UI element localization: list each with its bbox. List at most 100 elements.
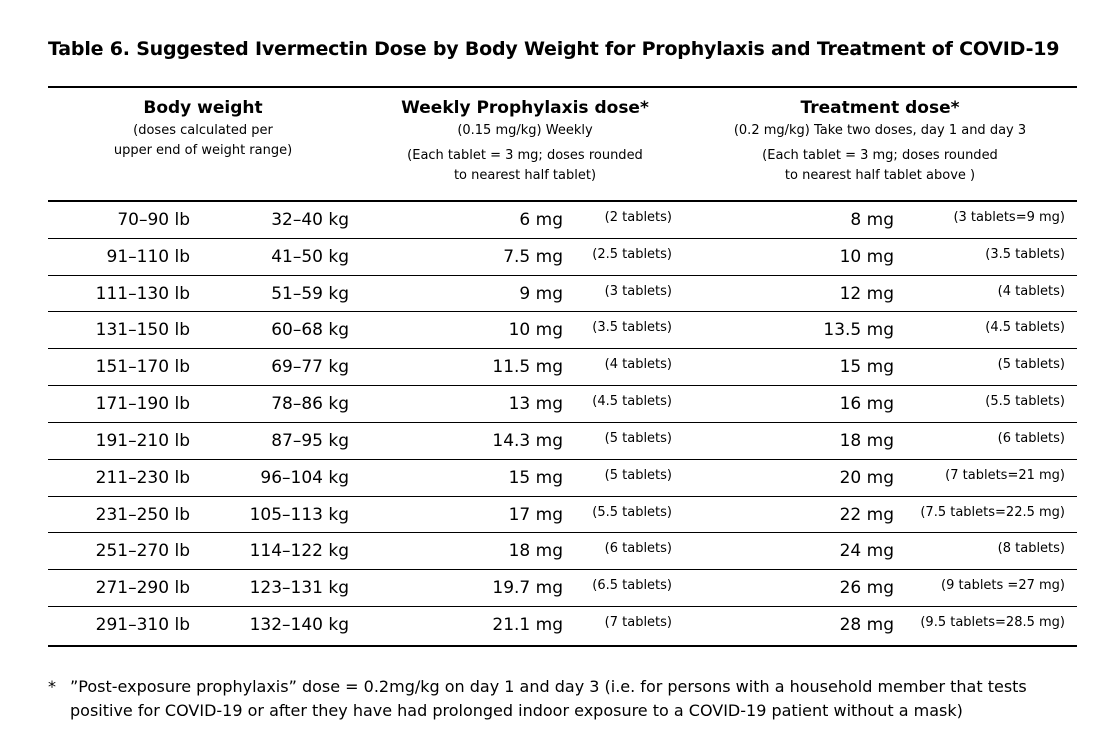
treatment-tablets-cell: (7.5 tablets=22.5 mg): [920, 504, 1065, 520]
weight-lb-cell: 271–290 lb: [95, 578, 190, 599]
table-row: 111–130 lb 51–59 kg 9 mg (3 tablets) 12 …: [48, 276, 1077, 313]
treatment-dose-cell: 20 mg: [839, 467, 894, 488]
table-row: 131–150 lb 60–68 kg 10 mg (3.5 tablets) …: [48, 312, 1077, 350]
prophylaxis-tablets-cell: (5 tablets): [604, 430, 672, 446]
footnote-marker: *: [48, 677, 56, 696]
table-top-rule: [48, 86, 1077, 88]
prophylaxis-dose-cell: 9 mg: [519, 283, 563, 304]
prophylaxis-dose-cell: 14.3 mg: [492, 430, 563, 451]
weight-kg-cell: 51–59 kg: [271, 283, 349, 304]
table-bottom-rule: [48, 645, 1077, 647]
treatment-dose-cell: 12 mg: [839, 283, 894, 304]
treatment-tablets-cell: (6 tablets): [997, 430, 1065, 446]
table-row: 231–250 lb 105–113 kg 17 mg (5.5 tablets…: [48, 497, 1077, 534]
treatment-tablets-cell: (7 tablets=21 mg): [945, 467, 1065, 483]
treatment-tablets-cell: (4.5 tablets): [985, 320, 1065, 336]
treatment-tablets-cell: (4 tablets): [997, 283, 1065, 299]
weight-kg-cell: 114–122 kg: [249, 541, 349, 562]
table-row: 211–230 lb 96–104 kg 15 mg (5 tablets) 2…: [48, 460, 1077, 497]
treatment-dose-cell: 26 mg: [839, 578, 894, 599]
header-treatment-note-2: (Each tablet = 3 mg; doses rounded: [762, 148, 998, 163]
header-prophylaxis-note-1: (0.15 mg/kg) Weekly: [457, 123, 593, 138]
prophylaxis-dose-cell: 7.5 mg: [503, 246, 563, 267]
header-treatment-note-3: to nearest half tablet above ): [784, 168, 976, 183]
treatment-tablets-cell: (3 tablets=9 mg): [953, 210, 1065, 225]
prophylaxis-tablets-cell: (7 tablets): [604, 615, 672, 631]
dose-table-body: 70–90 lb 32–40 kg 6 mg (2 tablets) 8 mg …: [48, 202, 1077, 644]
treatment-dose-cell: 10 mg: [839, 246, 894, 267]
weight-lb-cell: 111–130 lb: [95, 283, 190, 304]
table-row: 291–310 lb 132–140 kg 21.1 mg (7 tablets…: [48, 607, 1077, 644]
weight-kg-cell: 87–95 kg: [271, 430, 349, 451]
header-treatment-note-1: (0.2 mg/kg) Take two doses, day 1 and da…: [733, 123, 1027, 138]
weight-lb-cell: 70–90 lb: [117, 210, 190, 230]
prophylaxis-tablets-cell: (5 tablets): [604, 467, 672, 483]
header-prophylaxis-title: Weekly Prophylaxis dose*: [401, 98, 649, 118]
treatment-dose-cell: 28 mg: [839, 615, 894, 636]
table-row: 171–190 lb 78–86 kg 13 mg (4.5 tablets) …: [48, 386, 1077, 423]
table-row: 70–90 lb 32–40 kg 6 mg (2 tablets) 8 mg …: [48, 202, 1077, 239]
header-body-weight-title: Body weight: [143, 98, 263, 118]
weight-kg-cell: 105–113 kg: [249, 504, 349, 525]
table-row: 251–270 lb 114–122 kg 18 mg (6 tablets) …: [48, 533, 1077, 571]
table-title: Table 6. Suggested Ivermectin Dose by Bo…: [48, 38, 1060, 60]
treatment-tablets-cell: (3.5 tablets): [985, 246, 1065, 262]
header-prophylaxis-note-2: (Each tablet = 3 mg; doses rounded: [407, 148, 643, 163]
prophylaxis-tablets-cell: (4.5 tablets): [592, 394, 672, 410]
weight-kg-cell: 132–140 kg: [249, 615, 349, 636]
weight-lb-cell: 191–210 lb: [95, 430, 190, 451]
treatment-tablets-cell: (5 tablets): [997, 357, 1065, 373]
header-body-weight: Body weight (doses calculated per upper …: [78, 95, 328, 161]
prophylaxis-tablets-cell: (3 tablets): [604, 283, 672, 299]
treatment-dose-cell: 8 mg: [850, 210, 894, 230]
table-row: 151–170 lb 69–77 kg 11.5 mg (4 tablets) …: [48, 349, 1077, 387]
prophylaxis-tablets-cell: (3.5 tablets): [592, 320, 672, 336]
prophylaxis-dose-cell: 6 mg: [519, 210, 563, 230]
prophylaxis-tablets-cell: (6.5 tablets): [592, 578, 672, 594]
treatment-dose-cell: 16 mg: [839, 394, 894, 415]
prophylaxis-dose-cell: 15 mg: [508, 467, 563, 488]
weight-lb-cell: 151–170 lb: [95, 357, 190, 378]
header-bottom-rule: [48, 200, 1077, 202]
treatment-dose-cell: 24 mg: [839, 541, 894, 562]
treatment-tablets-cell: (9 tablets =27 mg): [941, 578, 1065, 594]
prophylaxis-dose-cell: 18 mg: [508, 541, 563, 562]
footnote-text: ”Post-exposure prophylaxis” dose = 0.2mg…: [70, 677, 1027, 720]
treatment-tablets-cell: (5.5 tablets): [985, 394, 1065, 410]
header-body-weight-note-1: (doses calculated per: [133, 123, 273, 138]
weight-kg-cell: 69–77 kg: [271, 357, 349, 378]
weight-lb-cell: 171–190 lb: [95, 394, 190, 415]
weight-kg-cell: 78–86 kg: [271, 394, 349, 415]
weight-lb-cell: 231–250 lb: [95, 504, 190, 525]
prophylaxis-dose-cell: 19.7 mg: [492, 578, 563, 599]
treatment-tablets-cell: (8 tablets): [997, 541, 1065, 557]
table-row: 271–290 lb 123–131 kg 19.7 mg (6.5 table…: [48, 570, 1077, 608]
weight-kg-cell: 96–104 kg: [260, 467, 349, 488]
prophylaxis-dose-cell: 13 mg: [508, 394, 563, 415]
treatment-dose-cell: 15 mg: [839, 357, 894, 378]
prophylaxis-dose-cell: 10 mg: [508, 320, 563, 341]
prophylaxis-tablets-cell: (4 tablets): [604, 357, 672, 373]
header-treatment-title: Treatment dose*: [800, 98, 960, 118]
prophylaxis-dose-cell: 11.5 mg: [492, 357, 563, 378]
prophylaxis-dose-cell: 21.1 mg: [492, 615, 563, 636]
header-prophylaxis-dose: Weekly Prophylaxis dose* (0.15 mg/kg) We…: [380, 95, 670, 186]
weight-lb-cell: 291–310 lb: [95, 615, 190, 636]
prophylaxis-tablets-cell: (2.5 tablets): [592, 246, 672, 262]
prophylaxis-dose-cell: 17 mg: [508, 504, 563, 525]
treatment-dose-cell: 18 mg: [839, 430, 894, 451]
weight-lb-cell: 131–150 lb: [95, 320, 190, 341]
treatment-dose-cell: 22 mg: [839, 504, 894, 525]
header-treatment-dose: Treatment dose* (0.2 mg/kg) Take two dos…: [710, 95, 1050, 186]
table-row: 91–110 lb 41–50 kg 7.5 mg (2.5 tablets) …: [48, 239, 1077, 276]
weight-kg-cell: 41–50 kg: [271, 246, 349, 267]
prophylaxis-tablets-cell: (6 tablets): [604, 541, 672, 557]
header-prophylaxis-note-3: to nearest half tablet): [453, 168, 597, 183]
prophylaxis-tablets-cell: (5.5 tablets): [592, 504, 672, 520]
weight-lb-cell: 91–110 lb: [106, 246, 191, 267]
header-body-weight-note-2: upper end of weight range): [113, 143, 293, 158]
weight-lb-cell: 251–270 lb: [95, 541, 190, 562]
prophylaxis-tablets-cell: (2 tablets): [604, 210, 672, 225]
treatment-tablets-cell: (9.5 tablets=28.5 mg): [920, 615, 1065, 631]
weight-kg-cell: 60–68 kg: [271, 320, 349, 341]
